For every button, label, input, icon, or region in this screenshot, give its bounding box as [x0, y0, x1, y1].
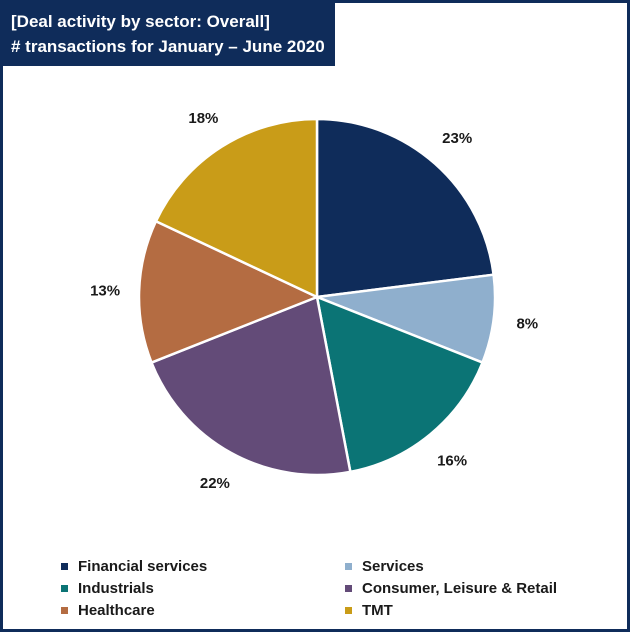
- chart-subtitle: # transactions for January – June 2020: [11, 37, 325, 56]
- legend-swatch: [61, 563, 68, 570]
- pie-slice-healthcare: [137, 219, 319, 364]
- legend-item-consumer-leisure-retail: Consumer, Leisure & Retail: [345, 578, 601, 599]
- chart-legend: Financial services Services Industrials Con…: [61, 556, 601, 621]
- chart-title-box: [Deal activity by sector: Overall] # tra…: [3, 3, 335, 66]
- legend-label: Financial services: [78, 558, 208, 575]
- data-label-industrials: 16%: [437, 452, 467, 469]
- data-label-services: 8%: [516, 316, 538, 333]
- legend-item-tmt: TMT: [345, 600, 601, 621]
- data-label-healthcare: 13%: [90, 282, 120, 299]
- legend-label: Industrials: [78, 580, 154, 597]
- legend-label: Healthcare: [78, 602, 155, 619]
- legend-item-financial-services: Financial services: [61, 556, 345, 577]
- legend-swatch: [61, 585, 68, 592]
- chart-title: [Deal activity by sector: Overall]: [11, 12, 270, 31]
- legend-item-services: Services: [345, 556, 601, 577]
- data-label-financial-services: 23%: [442, 130, 472, 147]
- legend-swatch: [61, 607, 68, 614]
- legend-swatch: [345, 585, 352, 592]
- legend-label: Consumer, Leisure & Retail: [362, 580, 558, 597]
- pie-slice-services: [315, 273, 497, 364]
- pie-slice-industrials: [315, 295, 484, 474]
- legend-swatch: [345, 607, 352, 614]
- data-label-consumer-leisure-retail: 22%: [200, 475, 230, 492]
- pie-slice-financial-services: [315, 117, 495, 299]
- legend-item-industrials: Industrials: [61, 578, 345, 599]
- legend-label: TMT: [362, 602, 393, 619]
- pie-chart: 23% 8% 16% 22% 13% 18%: [90, 110, 538, 492]
- legend-label: Services: [362, 558, 424, 575]
- data-label-tmt: 18%: [188, 110, 218, 127]
- pie-slice-tmt: [154, 117, 319, 299]
- pie-slice-consumer-leisure-retail: [150, 295, 352, 477]
- legend-item-healthcare: Healthcare: [61, 600, 345, 621]
- legend-swatch: [345, 563, 352, 570]
